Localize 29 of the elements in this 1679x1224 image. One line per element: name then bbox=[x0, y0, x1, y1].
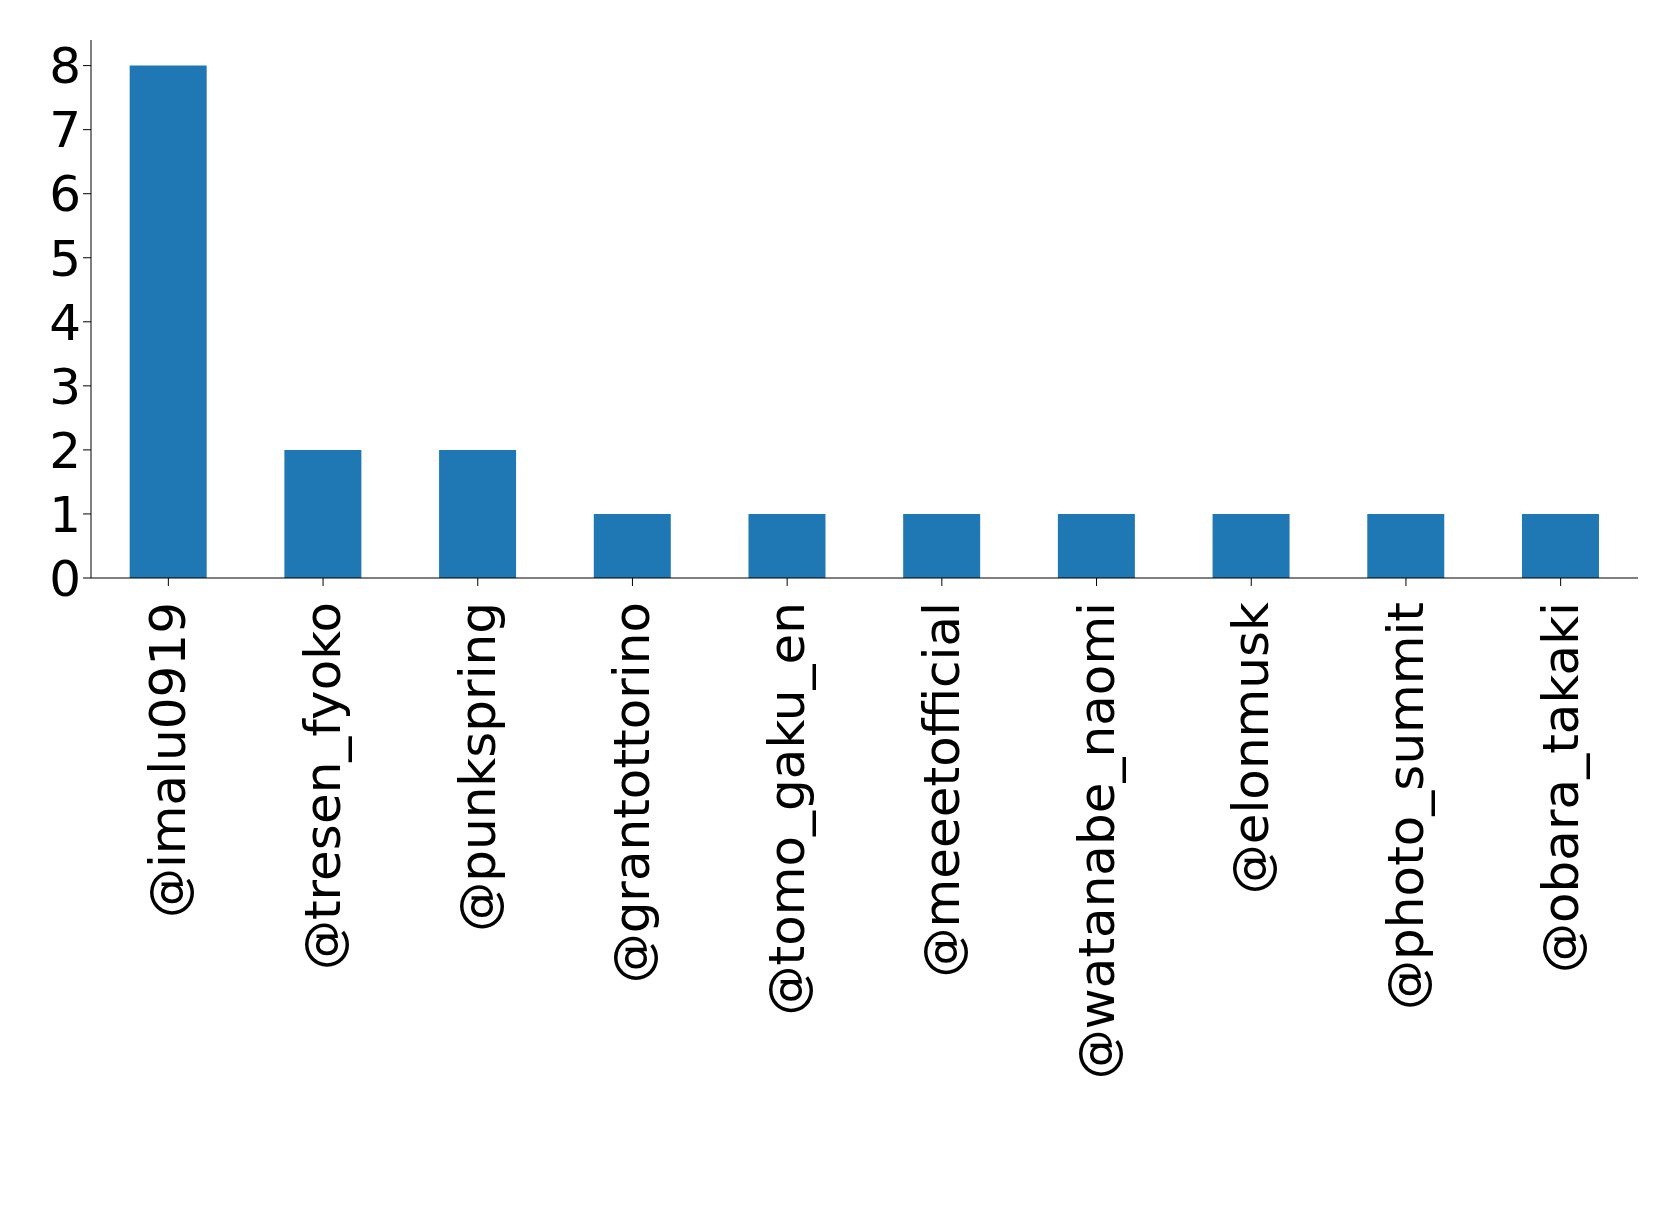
x-tick-label: @tomo_gaku_en bbox=[758, 602, 817, 1016]
y-tick-label: 5 bbox=[49, 229, 81, 288]
bar bbox=[439, 449, 517, 578]
y-tick-label: 0 bbox=[49, 549, 81, 608]
x-tick-label: @photo_summit bbox=[1376, 602, 1435, 1010]
bar bbox=[1521, 513, 1599, 578]
bar bbox=[1057, 513, 1135, 578]
x-tick-label: @meeetofficial bbox=[912, 602, 971, 978]
y-tick-label: 7 bbox=[49, 101, 81, 160]
bar bbox=[1367, 513, 1445, 578]
y-tick-label: 1 bbox=[49, 485, 81, 544]
y-tick-label: 6 bbox=[49, 165, 81, 224]
bar bbox=[129, 65, 207, 578]
y-tick-label: 2 bbox=[49, 421, 81, 480]
y-tick-label: 3 bbox=[49, 357, 81, 416]
x-tick-label: @elonmusk bbox=[1222, 601, 1281, 895]
x-tick-label: @obara_takaki bbox=[1531, 602, 1590, 973]
bar bbox=[903, 513, 981, 578]
bar bbox=[593, 513, 671, 578]
bar bbox=[284, 449, 362, 578]
bar bbox=[1212, 513, 1290, 578]
x-tick-label: @grantottorino bbox=[603, 602, 662, 984]
x-tick-label: @imalu0919 bbox=[139, 602, 198, 919]
y-tick-label: 4 bbox=[49, 293, 81, 352]
x-tick-label: @tresen_fyoko bbox=[294, 602, 353, 970]
x-tick-label: @punkspring bbox=[448, 602, 507, 932]
y-tick-label: 8 bbox=[49, 37, 81, 96]
bar bbox=[748, 513, 826, 578]
x-tick-label: @watanabe_naomi bbox=[1067, 602, 1126, 1080]
